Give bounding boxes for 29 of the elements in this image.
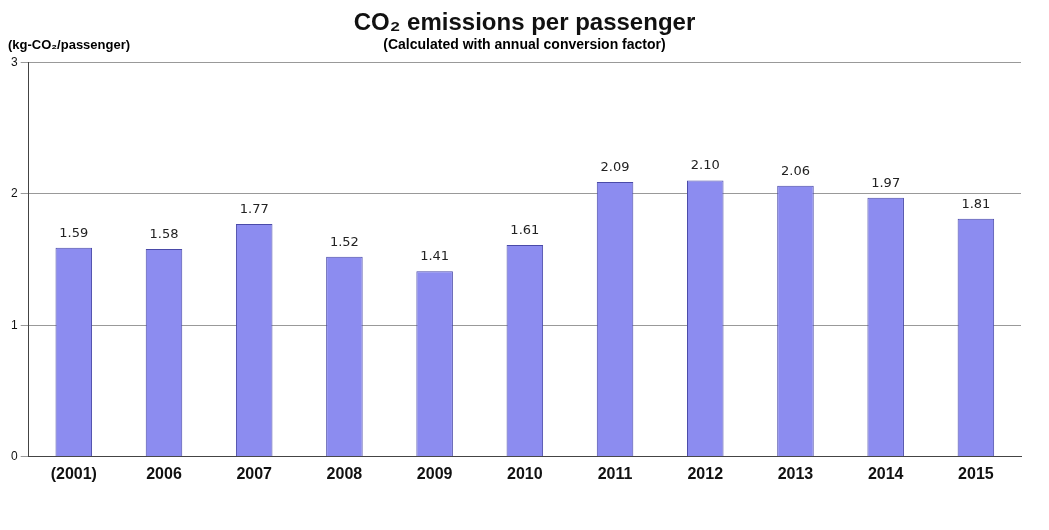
data-label: 1.41 [420, 248, 450, 264]
x-tick-label: 2010 [507, 464, 543, 482]
x-tick-label: 2013 [777, 464, 814, 482]
data-label: 1.59 [59, 224, 89, 240]
data-label: 2.06 [780, 162, 810, 178]
x-tick-label: 2006 [146, 464, 182, 482]
y-tick-label: 3 [10, 54, 18, 69]
y-axis-title: (kg-CO₂/passenger) [8, 37, 132, 52]
x-tick-label: 2007 [236, 464, 273, 482]
y-tick-label: 1 [10, 317, 18, 332]
y-tick-label: 2 [10, 186, 18, 201]
data-label: 1.81 [961, 195, 991, 211]
x-tick-label: 2011 [597, 464, 633, 482]
data-label: 2.09 [600, 158, 630, 174]
data-label: 1.58 [149, 225, 179, 241]
x-tick-label: 2009 [416, 464, 453, 482]
data-label: 1.61 [510, 221, 540, 237]
data-label: 1.97 [871, 174, 901, 190]
chart-subtitle: (Calculated with annual conversion factor) [382, 36, 667, 52]
x-tick-label: 2015 [958, 464, 994, 482]
data-label: 2.10 [690, 157, 720, 173]
chart-title: CO₂ emissions per passenger [352, 8, 697, 36]
x-tick-label: 2012 [687, 464, 724, 482]
data-label: 1.77 [239, 200, 269, 216]
data-label: 1.52 [329, 233, 359, 249]
x-tick-label: (2001) [50, 464, 97, 482]
x-tick-label: 2014 [867, 464, 904, 482]
x-tick-label: 2008 [326, 464, 363, 482]
y-tick-label: 0 [10, 449, 18, 464]
